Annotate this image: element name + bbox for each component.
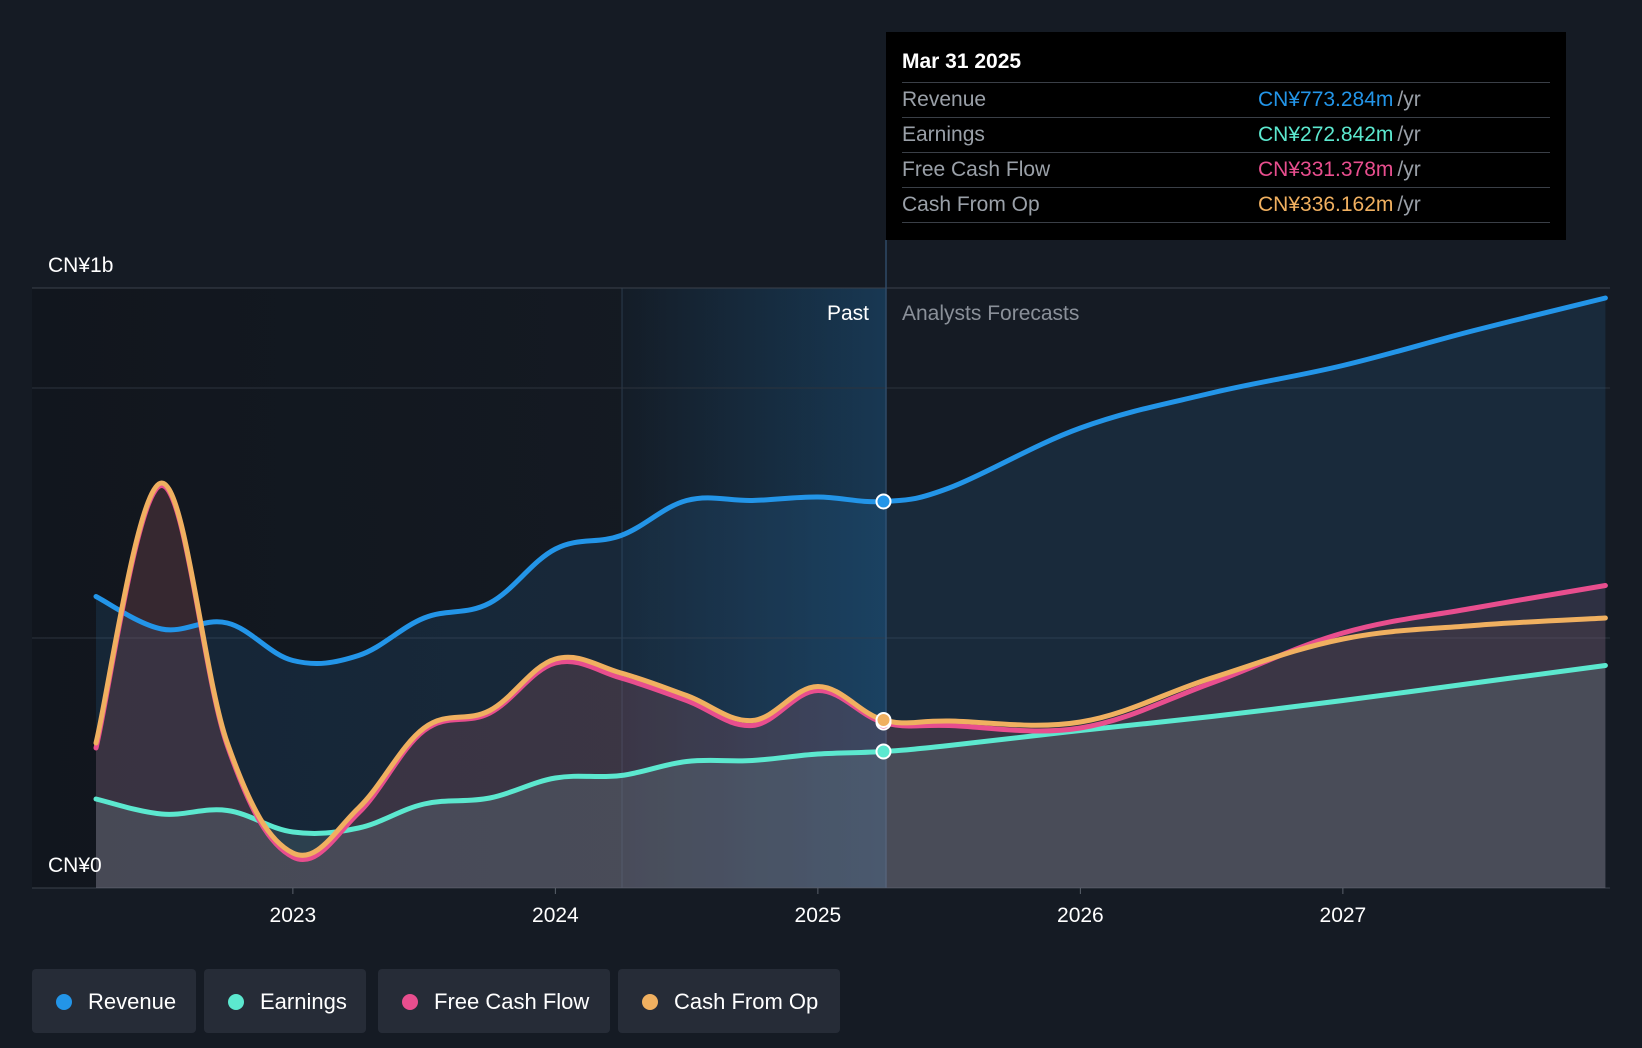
y-axis-bottom-label: CN¥0 bbox=[48, 854, 102, 877]
tooltip-value-text: CN¥773.284m bbox=[1258, 88, 1394, 111]
x-tick-label: 2025 bbox=[795, 904, 842, 927]
earnings-marker[interactable] bbox=[875, 743, 892, 760]
earnings-dot-icon bbox=[228, 994, 244, 1010]
legend-label: Earnings bbox=[260, 989, 347, 1014]
tooltip-value-text: CN¥331.378m bbox=[1258, 158, 1394, 181]
earnings-area bbox=[96, 665, 1606, 888]
tooltip-value: CN¥336.162m/yr bbox=[1258, 193, 1421, 217]
revenue-line bbox=[93, 295, 1608, 667]
cash-from-op-line bbox=[93, 480, 1608, 858]
x-tick-label: 2024 bbox=[532, 904, 579, 927]
x-tick-label: 2026 bbox=[1057, 904, 1104, 927]
tooltip-date: Mar 31 2025 bbox=[902, 50, 1022, 73]
free-cash-flow-area bbox=[96, 485, 1606, 888]
tooltip-row-free-cash-flow: Free Cash Flow CN¥331.378m/yr bbox=[902, 152, 1550, 188]
tooltip-value: CN¥272.842m/yr bbox=[1258, 123, 1421, 147]
earnings-line bbox=[93, 663, 1608, 836]
tooltip-unit: /yr bbox=[1397, 88, 1421, 111]
tooltip-row-earnings: Earnings CN¥272.842m/yr bbox=[902, 117, 1550, 153]
tooltip-value-text: CN¥272.842m bbox=[1258, 123, 1394, 146]
tooltip-unit: /yr bbox=[1397, 123, 1421, 146]
tooltip-unit: /yr bbox=[1397, 193, 1421, 216]
tooltip-label: Earnings bbox=[902, 123, 985, 146]
legend-item-earnings[interactable]: Earnings bbox=[204, 969, 366, 1033]
tooltip-row-revenue: Revenue CN¥773.284m/yr bbox=[902, 82, 1550, 118]
legend-label: Revenue bbox=[88, 989, 177, 1014]
tooltip-label: Cash From Op bbox=[902, 193, 1040, 216]
revenue-marker[interactable] bbox=[875, 493, 892, 510]
y-axis-top-label: CN¥1b bbox=[48, 254, 113, 277]
legend-item-revenue[interactable]: Revenue bbox=[32, 969, 196, 1033]
cash-from-op-area bbox=[96, 483, 1606, 888]
tooltip-label: Free Cash Flow bbox=[902, 158, 1051, 181]
legend-item-cash-from-op[interactable]: Cash From Op bbox=[618, 969, 840, 1033]
chart-canvas: 2023 2024 2025 2026 2027 CN¥1b CN¥0 Past Ana… bbox=[32, 240, 1610, 927]
tooltip-row-cash-from-op: Cash From Op CN¥336.162m/yr bbox=[902, 187, 1550, 223]
legend-label: Cash From Op bbox=[674, 989, 819, 1014]
x-tick-label: 2023 bbox=[270, 904, 317, 927]
cash-from-op-marker[interactable] bbox=[875, 712, 892, 728]
cash-from-op-dot-icon bbox=[642, 994, 658, 1010]
tooltip-value-text: CN¥336.162m bbox=[1258, 193, 1394, 216]
tooltip-unit: /yr bbox=[1397, 158, 1421, 181]
tooltip-label: Revenue bbox=[902, 88, 987, 111]
legend-label: Free Cash Flow bbox=[434, 989, 590, 1014]
past-label: Past bbox=[827, 302, 869, 325]
tooltip-value: CN¥331.378m/yr bbox=[1258, 158, 1421, 182]
revenue-area bbox=[96, 298, 1606, 888]
forecast-label: Analysts Forecasts bbox=[902, 302, 1079, 325]
data-tooltip: Mar 31 2025 Revenue CN¥773.284m/yr Earni… bbox=[886, 32, 1566, 240]
revenue-dot-icon bbox=[56, 994, 72, 1010]
free-cash-flow-dot-icon bbox=[402, 994, 418, 1010]
tooltip-divider bbox=[902, 222, 1550, 223]
tooltip-value: CN¥773.284m/yr bbox=[1258, 88, 1421, 112]
x-tick-label: 2027 bbox=[1320, 904, 1367, 927]
legend-item-free-cash-flow[interactable]: Free Cash Flow bbox=[378, 969, 610, 1033]
